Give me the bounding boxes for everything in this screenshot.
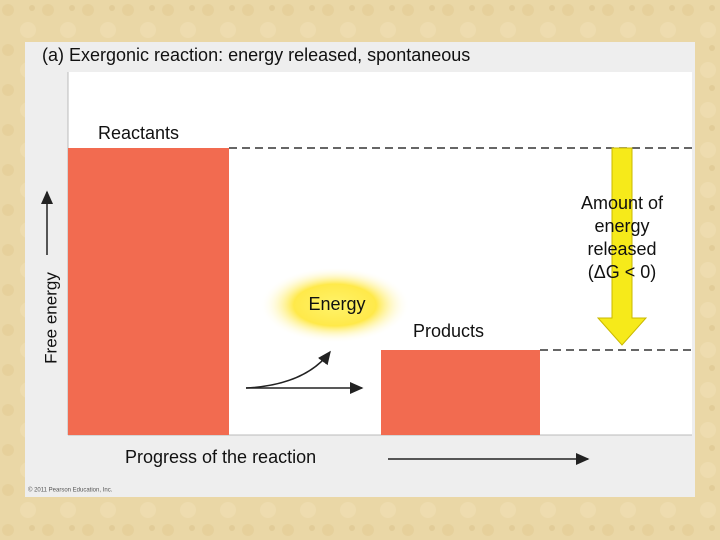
copyright: © 2011 Pearson Education, Inc.	[28, 487, 113, 494]
products-label: Products	[413, 321, 484, 341]
products-bar	[381, 350, 540, 435]
reactants-label: Reactants	[98, 123, 179, 143]
title: (a) Exergonic reaction: energy released,…	[42, 45, 470, 65]
curved-arrow	[245, 350, 331, 389]
energy-glow	[260, 267, 410, 343]
released-label: energy	[594, 216, 649, 236]
released-label: Amount of	[581, 193, 664, 213]
reactants-bar	[68, 148, 229, 435]
energy-arrow	[596, 147, 648, 346]
released-label: released	[587, 239, 656, 259]
energy-label: Energy	[308, 294, 365, 314]
y-axis-label: Free energy	[41, 272, 60, 364]
released-label: (ΔG < 0)	[588, 262, 657, 282]
x-axis-label: Progress of the reaction	[125, 447, 316, 467]
